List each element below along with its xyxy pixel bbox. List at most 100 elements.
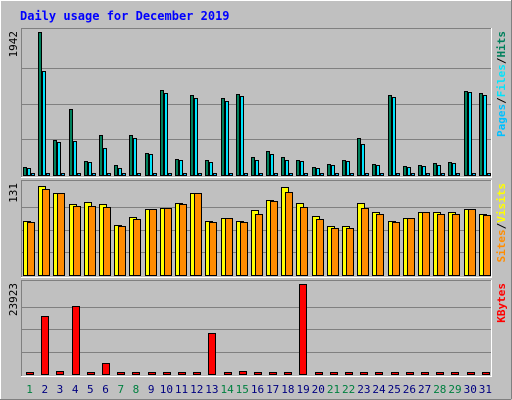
legend-label-sites: Sites <box>495 229 508 262</box>
bar-kbytes-day-6 <box>102 363 110 375</box>
bar-files-day-6 <box>103 148 107 176</box>
bar-hits-day-28 <box>433 163 437 176</box>
x-tick-label: 30 <box>464 383 477 396</box>
bar-files-day-16 <box>255 160 259 176</box>
bar-files-day-29 <box>452 163 456 176</box>
bar-files-day-5 <box>88 162 92 176</box>
bar-kbytes-day-14 <box>224 372 232 375</box>
bar-kbytes-day-2 <box>41 316 49 375</box>
bar-sites-day-10 <box>164 208 172 276</box>
legend-separator: / <box>495 97 508 104</box>
bar-hits-day-21 <box>327 164 331 176</box>
bar-pages-day-22 <box>350 173 354 176</box>
x-tick-label: 7 <box>117 383 124 396</box>
x-tick-label: 15 <box>236 383 249 396</box>
bar-kbytes-day-11 <box>178 372 186 375</box>
x-axis-ticks: 1 2 3 4 5 6 7 8 9 10 11 12 13 14 15 16 17 18 19 20 21 22 23 24 2… <box>26 383 492 396</box>
bar-hits-day-26 <box>403 166 407 176</box>
bar-hits-day-4 <box>69 109 73 176</box>
x-tick-label: 5 <box>87 383 94 396</box>
panel-visits-sites: 131 Sites/Visits <box>7 180 508 278</box>
bar-sites-day-28 <box>437 214 445 276</box>
side-legend: Pages/Files/Hits <box>495 31 508 137</box>
bar-kbytes-day-12 <box>193 372 201 375</box>
legend-label-visits: Visits <box>495 183 508 223</box>
bar-hits-day-12 <box>190 95 194 176</box>
bar-hits-day-14 <box>221 98 225 176</box>
bar-files-day-2 <box>42 71 46 176</box>
bar-sites-day-30 <box>468 209 476 276</box>
x-tick-label: 26 <box>403 383 416 396</box>
bar-pages-day-26 <box>411 173 415 176</box>
bar-files-day-22 <box>346 161 350 176</box>
bar-sites-day-24 <box>376 214 384 276</box>
bar-files-day-9 <box>149 154 153 176</box>
bar-kbytes-day-22 <box>345 372 353 375</box>
x-tick-label: 10 <box>160 383 173 396</box>
bar-hits-day-15 <box>236 94 240 176</box>
x-tick-label: 20 <box>312 383 325 396</box>
x-tick-label: 28 <box>433 383 446 396</box>
bar-hits-day-16 <box>251 157 255 176</box>
bar-kbytes-day-3 <box>56 371 64 375</box>
bar-sites-day-31 <box>483 215 491 276</box>
bar-sites-day-25 <box>392 222 400 276</box>
bar-hits-day-11 <box>175 159 179 176</box>
bar-sites-day-6 <box>103 207 111 276</box>
bar-sites-day-1 <box>27 222 35 276</box>
bar-sites-day-17 <box>270 201 278 276</box>
bar-kbytes-day-13 <box>208 333 216 375</box>
side-legend: Sites/Visits <box>495 183 508 263</box>
bar-pages-day-2 <box>46 173 50 176</box>
bar-hits-day-18 <box>281 157 285 176</box>
bar-hits-day-24 <box>372 164 376 176</box>
x-tick-label: 19 <box>296 383 309 396</box>
x-tick-label: 24 <box>372 383 386 396</box>
legend-label-pages: Pages <box>495 104 508 137</box>
x-tick-label: 29 <box>448 383 461 396</box>
bar-kbytes-day-5 <box>87 372 95 375</box>
bar-pages-day-17 <box>274 173 278 176</box>
bar-kbytes-day-10 <box>163 372 171 375</box>
bar-files-day-15 <box>240 96 244 176</box>
bar-files-day-10 <box>164 93 168 176</box>
bar-files-day-11 <box>179 160 183 176</box>
bar-pages-day-29 <box>456 173 460 176</box>
legend-separator: / <box>495 57 508 64</box>
legend-label-hits: Hits <box>495 31 508 58</box>
bar-hits-day-8 <box>129 135 133 176</box>
bar-files-day-31 <box>483 95 487 176</box>
x-tick-label: 27 <box>418 383 431 396</box>
bar-files-day-19 <box>300 161 304 176</box>
bar-sites-day-26 <box>407 218 415 276</box>
x-tick-label: 2 <box>41 383 48 396</box>
bar-pages-day-12 <box>198 173 202 176</box>
bar-kbytes-day-21 <box>330 372 338 375</box>
bar-pages-day-1 <box>31 173 35 176</box>
legend-separator: / <box>495 222 508 229</box>
bar-files-day-18 <box>285 160 289 176</box>
bar-files-day-21 <box>331 165 335 176</box>
bar-hits-day-25 <box>388 95 392 176</box>
legend-label-kbytes: KBytes <box>495 283 508 323</box>
bar-files-day-12 <box>194 98 198 176</box>
bar-pages-day-11 <box>183 173 187 176</box>
bar-hits-day-30 <box>464 91 468 176</box>
x-tick-label: 22 <box>342 383 355 396</box>
bar-hits-day-31 <box>479 93 483 176</box>
bar-files-day-23 <box>361 144 365 176</box>
bar-kbytes-day-24 <box>375 372 383 375</box>
bar-sites-day-18 <box>285 192 293 276</box>
bar-kbytes-day-27 <box>421 372 429 375</box>
x-tick-label: 4 <box>72 383 79 396</box>
bar-files-day-25 <box>392 97 396 176</box>
bar-files-day-20 <box>316 168 320 176</box>
bar-sites-day-5 <box>88 206 96 276</box>
bar-hits-day-29 <box>448 162 452 176</box>
bar-sites-day-13 <box>209 222 217 276</box>
bar-sites-day-7 <box>118 226 126 276</box>
bar-pages-day-9 <box>153 173 157 176</box>
bar-hits-day-9 <box>145 153 149 176</box>
bar-hits-day-10 <box>160 90 164 176</box>
